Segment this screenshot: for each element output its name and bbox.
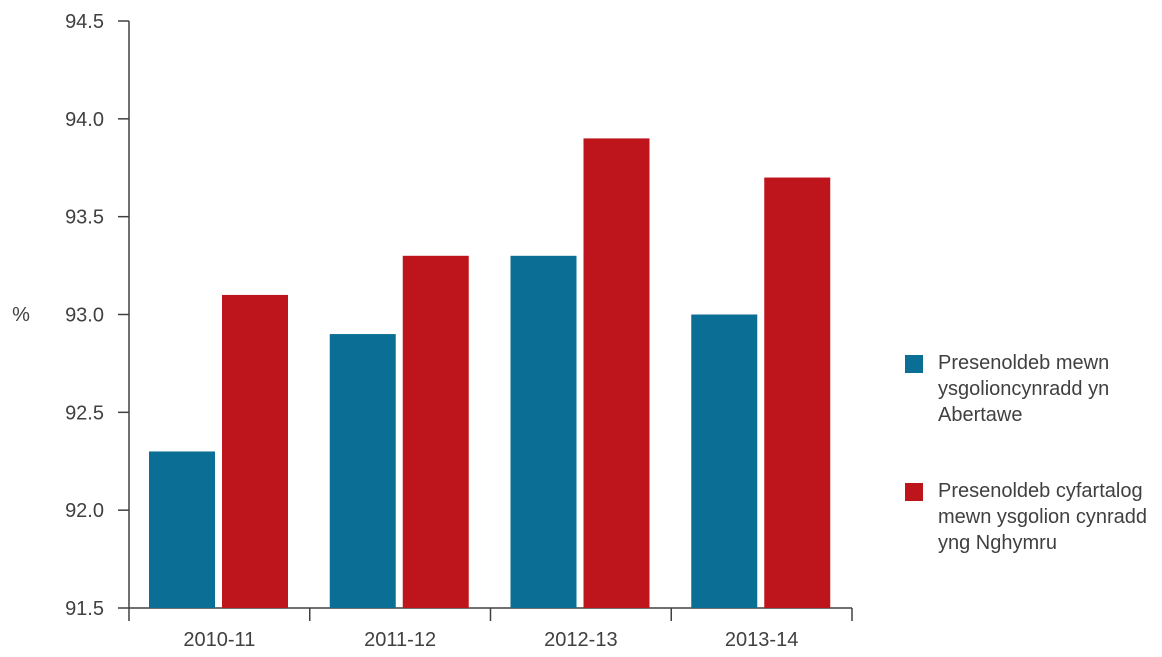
x-tick-label: 2011-12 (364, 629, 436, 651)
y-tick-label: 92.5 (65, 402, 104, 424)
y-tick-label: 92.0 (65, 500, 104, 522)
legend-swatch-swansea (905, 355, 923, 373)
y-tick-label: 93.0 (65, 305, 104, 327)
legend-item-wales: Presenoldeb cyfartalog mewn ysgolion cyn… (905, 478, 1162, 556)
bar-series-0-2013-14 (691, 314, 758, 608)
y-axis: 91.5 92.0 92.5 93.0 93.5 94.0 94.5 (65, 11, 130, 620)
x-tick-label: 2013-14 (725, 629, 798, 651)
y-axis-label: % (12, 304, 30, 326)
legend-label-wales: Presenoldeb cyfartalog mewn ysgolion cyn… (938, 480, 1147, 554)
y-tick-label: 94.0 (65, 109, 104, 131)
x-axis: 2010-11 2011-12 2012-13 2013-14 (128, 607, 853, 651)
bar-series-1-2010-11 (222, 294, 288, 608)
bar-series-0-2010-11 (149, 451, 215, 608)
legend-item-swansea: Presenoldeb mewn ysgolioncynradd yn Aber… (905, 350, 1162, 428)
bars (149, 138, 831, 609)
y-tick-label: 94.5 (65, 11, 104, 33)
bar-series-1-2011-12 (402, 255, 469, 609)
y-tick-label: 91.5 (65, 598, 104, 620)
x-tick-label: 2012-13 (544, 629, 617, 651)
x-tick-label: 2010-11 (183, 629, 255, 651)
bar-series-0-2012-13 (510, 255, 577, 609)
y-tick-label: 93.5 (65, 207, 104, 229)
bar-series-1-2012-13 (583, 138, 650, 608)
legend-swatch-wales (905, 483, 923, 501)
bar-series-1-2013-14 (764, 177, 831, 609)
legend-label-swansea: Presenoldeb mewn ysgolioncynradd yn Aber… (938, 352, 1110, 426)
bar-series-0-2011-12 (329, 334, 396, 608)
